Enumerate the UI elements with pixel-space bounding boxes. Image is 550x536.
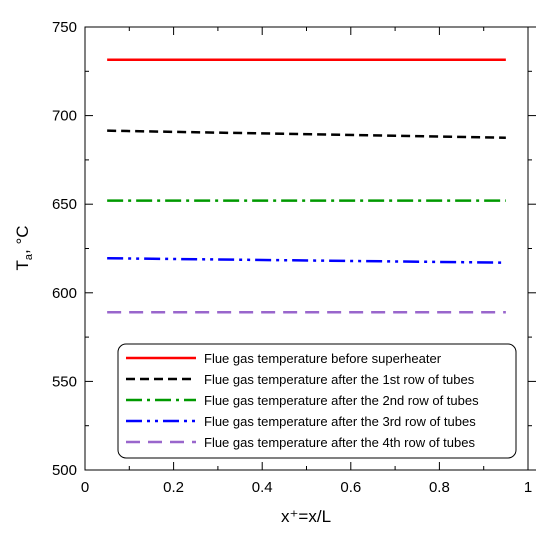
y-tick-label: 600 xyxy=(52,285,77,302)
y-axis-title-unit: , °C xyxy=(13,225,32,254)
legend-label-3: Flue gas temperature after the 2nd row o… xyxy=(204,393,479,408)
x-tick-label: 1 xyxy=(524,479,532,496)
x-tick-label: 0.4 xyxy=(252,479,273,496)
x-tick-label: 0 xyxy=(81,479,89,496)
series-group xyxy=(107,58,506,314)
x-axis-title: x⁺=x/L xyxy=(281,507,331,526)
legend-box xyxy=(117,343,517,459)
series-line-4 xyxy=(107,256,506,264)
legend-label-5: Flue gas temperature after the 4th row o… xyxy=(204,435,475,450)
y-tick-label: 650 xyxy=(52,196,77,213)
y-axis-title: Ta, °C xyxy=(13,225,35,270)
legend-label-2: Flue gas temperature after the 1st row o… xyxy=(204,372,475,387)
y-tick-label: 500 xyxy=(52,462,77,479)
series-line-2 xyxy=(107,129,506,139)
legend-label-1: Flue gas temperature before superheater xyxy=(204,351,442,366)
x-tick-label: 0.8 xyxy=(429,479,450,496)
legend: Flue gas temperature before superheater F… xyxy=(117,343,517,459)
x-tick-label: 0.6 xyxy=(340,479,361,496)
y-axis-title-main: T xyxy=(13,260,32,270)
y-axis-title-subscript: a xyxy=(23,253,35,260)
y-tick-label: 550 xyxy=(52,373,77,390)
y-tick-label: 700 xyxy=(52,108,77,125)
y-tick-label: 750 xyxy=(52,19,77,36)
tick-labels: 0 0.2 0.4 0.6 0.8 1 500 550 600 650 700 750 xyxy=(52,19,532,496)
legend-label-4: Flue gas temperature after the 3rd row o… xyxy=(204,414,476,429)
axis-ticks xyxy=(84,26,536,471)
x-tick-label: 0.2 xyxy=(163,479,184,496)
